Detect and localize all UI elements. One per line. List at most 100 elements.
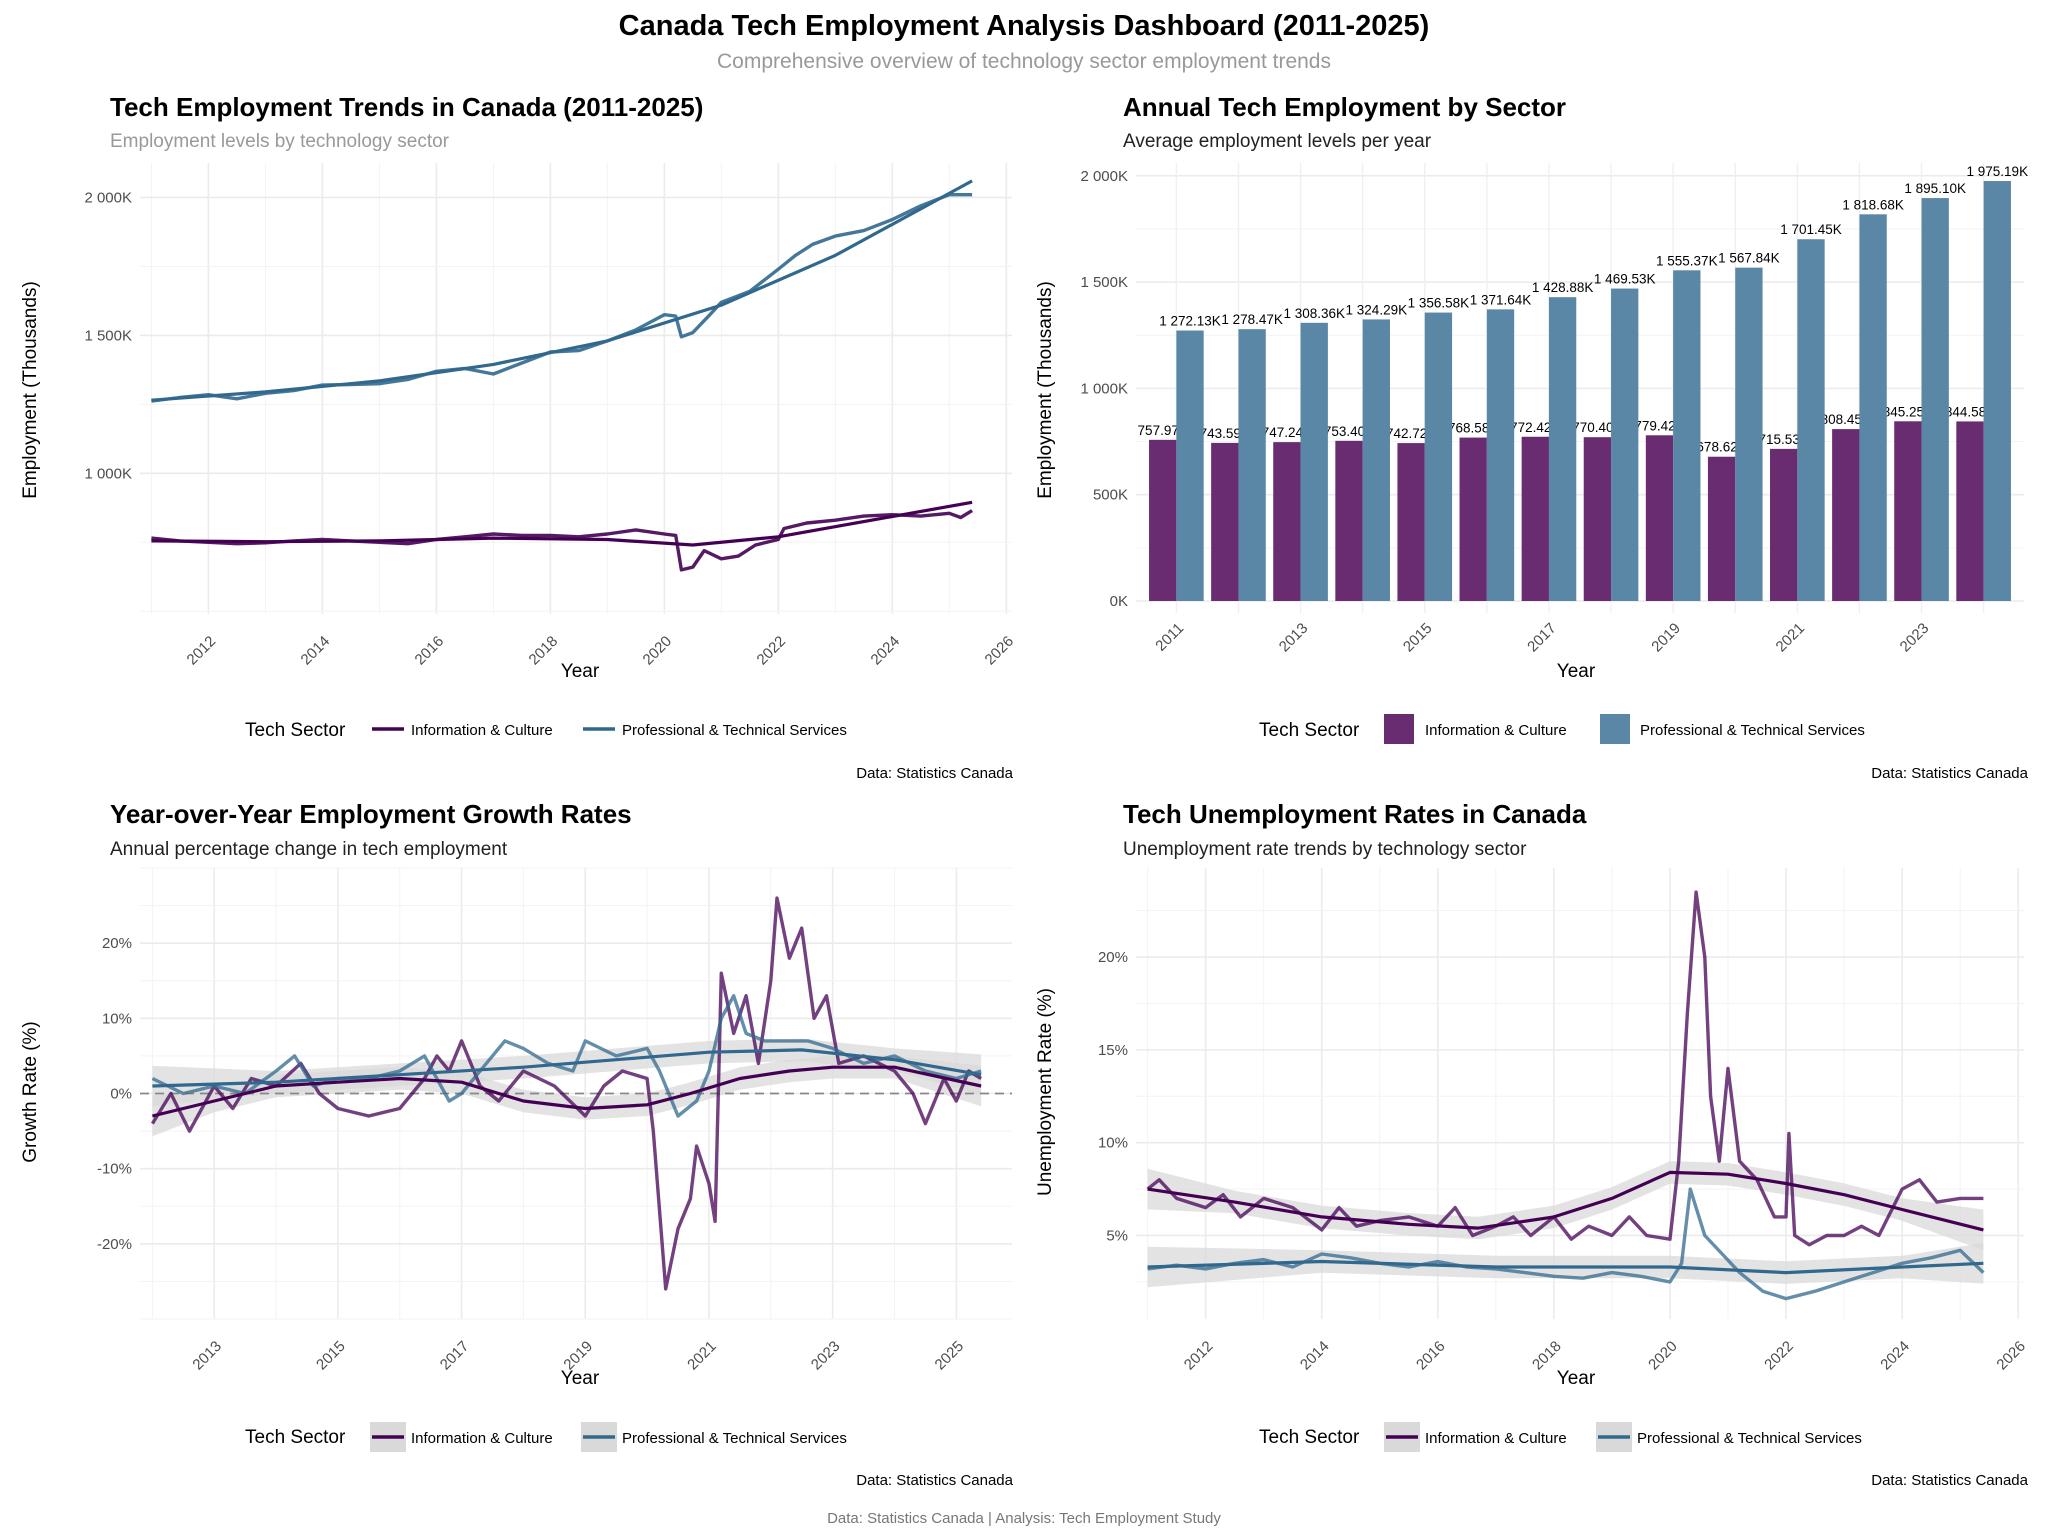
panel3-ylabel: Growth Rate (%) [20,1021,41,1162]
bar-info-culture [1707,456,1736,601]
y-tick-label: 15% [1098,1042,1128,1059]
y-tick-label: -10% [97,1161,132,1178]
bar-prof-tech [1673,270,1701,601]
x-tick-label: 2025 [932,1338,968,1374]
bar-data-label: 1 356.58K [1408,296,1470,311]
y-tick-label: 10% [102,1010,132,1027]
x-tick-label: 2021 [1773,620,1809,656]
bar-info-culture [1770,448,1798,601]
bar-data-label: 1 555.37K [1656,253,1718,268]
bar-data-label: 757.97K [1138,423,1188,438]
bar-info-culture [1459,437,1487,601]
bar-data-label: 845.25K [1883,404,1933,419]
bar-data-label: 1 975.19K [1967,164,2029,179]
bar-info-culture [1211,442,1239,601]
legend-label: Information & Culture [411,1430,553,1447]
bar-data-label: 808.45K [1821,412,1871,427]
trend-line-prof-tech [1147,1259,1984,1275]
panel4-title: Tech Unemployment Rates in Canada [1123,799,1587,829]
panel4-subtitle: Unemployment rate trends by technology s… [1123,839,1527,860]
x-tick-label: 2014 [298,633,334,669]
x-tick-label: 2023 [1897,620,1933,656]
bar-data-label: 743.59K [1200,426,1250,441]
bar-prof-tech [1548,297,1577,601]
x-tick-label: 2021 [684,1338,720,1374]
panel2-subtitle: Average employment levels per year [1123,131,1432,152]
bar-data-label: 678.62K [1696,440,1746,455]
panel2-caption: Data: Statistics Canada [1871,765,2028,782]
bar-prof-tech [1921,198,1949,601]
panel1-xlabel: Year [561,661,600,682]
panel4-legend: Tech Sector Information & Culture Profes… [1259,1422,1862,1452]
bar-info-culture [1645,435,1674,601]
x-tick-label: 2013 [189,1338,225,1374]
x-tick-label: 2017 [1524,620,1560,656]
legend-label: Information & Culture [1425,1430,1567,1447]
x-tick-label: 2022 [754,633,790,669]
legend-key-info-culture [1384,714,1414,744]
x-tick-label: 2020 [1645,1338,1681,1374]
bar-info-culture [1335,440,1363,601]
bar-info-culture [1149,439,1177,601]
bar-data-label: 1 428.88K [1532,280,1594,295]
trend-line-prof-tech [151,179,973,402]
bar-data-label: 747.24K [1262,425,1312,440]
series-line-info-culture [151,509,973,572]
x-tick-label: 2020 [640,633,676,669]
y-tick-label: 0% [110,1086,132,1103]
dashboard-footer: Data: Statistics Canada | Analysis: Tech… [827,1510,1221,1527]
bar-data-label: 715.53K [1759,432,1809,447]
panel2-xlabel: Year [1557,661,1596,682]
panel3-title: Year-over-Year Employment Growth Rates [110,799,632,829]
bar-prof-tech [1176,330,1204,601]
plots: 2012 2014 2016 2018 2020 2022 2024 2026 1 000K 1 … [84,163,2029,1373]
panel1-legend: Tech Sector Information & Culture Profes… [245,720,847,741]
bar-data-label: 753.40K [1324,424,1374,439]
x-tick-label: 2023 [808,1338,844,1374]
panel3-subtitle: Annual percentage change in tech employm… [110,839,508,860]
bar-prof-tech [1300,322,1328,601]
bar-prof-tech [1424,312,1453,601]
panel4-plot: 2012 2014 2016 2018 2020 2022 2024 20265%10%15%… [1098,868,2029,1373]
panel1-plot: 2012 2014 2016 2018 2020 2022 2024 2026 1 000K 1 … [84,163,1017,668]
confidence-band [152,1038,982,1107]
bar-data-label: 770.40K [1572,420,1622,435]
x-tick-label: 2012 [1181,1338,1217,1374]
bar-data-label: 1 567.84K [1718,251,1780,266]
confidence-band [1147,1243,1984,1288]
x-tick-label: 2011 [1152,620,1187,655]
y-tick-label: 0K [1110,593,1128,610]
bar-data-label: 1 278.47K [1221,312,1283,327]
bar-prof-tech [1486,309,1515,601]
confidence-band [1147,1161,1984,1251]
bar-data-label: 844.58K [1945,404,1995,419]
bar-prof-tech [1362,319,1390,601]
panel3-plot: 2013 2015 2017 2019 2021 2023 2025-20%-10%0%10… [97,867,1012,1374]
panel1-subtitle: Employment levels by technology sector [110,131,450,152]
bar-data-label: 772.42K [1510,420,1560,435]
bar-data-label: 768.58K [1448,421,1498,436]
x-tick-label: 2026 [1993,1338,2029,1374]
y-tick-label: 5% [1106,1227,1128,1244]
x-tick-label: 2022 [1761,1338,1797,1374]
legend-label: Professional & Technical Services [1637,1430,1862,1447]
y-tick-label: 2 000K [84,189,132,206]
x-tick-label: 2016 [1413,1338,1449,1374]
x-tick-label: 2024 [868,633,904,669]
bar-prof-tech [1983,181,2011,602]
bar-prof-tech [1859,214,1887,601]
x-tick-label: 2018 [526,633,562,669]
bar-data-label: 1 818.68K [1842,197,1904,212]
x-tick-label: 2019 [1648,620,1684,656]
series-line-prof-tech [151,193,973,403]
bar-prof-tech [1238,329,1266,601]
bar-data-label: 779.42K [1634,418,1684,433]
y-tick-label: 20% [102,935,132,952]
bar-info-culture [1894,421,1922,601]
legend-label: Information & Culture [1425,722,1567,739]
bar-data-label: 1 272.13K [1159,314,1221,329]
bar-data-label: 742.72K [1386,426,1436,441]
trend-line-prof-tech [152,1048,982,1088]
panel2-ylabel: Employment (Thousands) [1035,281,1056,499]
